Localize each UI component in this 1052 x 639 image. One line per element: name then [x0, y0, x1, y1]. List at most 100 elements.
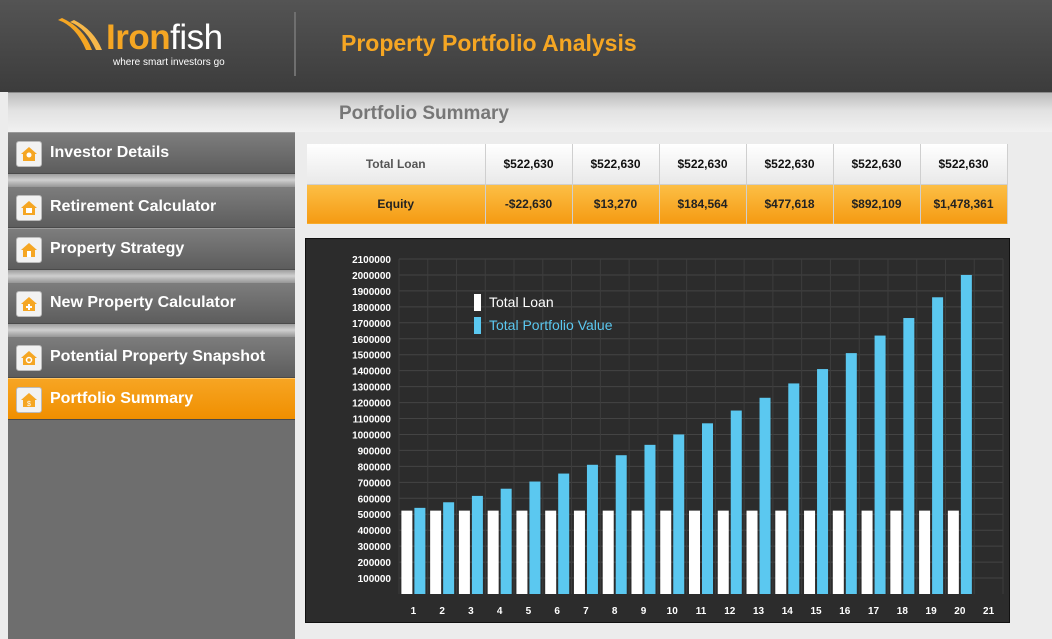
sidebar-divider	[8, 324, 295, 336]
table-cell: $522,630	[485, 144, 573, 185]
table-cell: $477,618	[746, 184, 834, 224]
bar-total-loan	[573, 510, 585, 594]
logo-wings-icon	[58, 18, 102, 50]
sidebar-nav: Investor Details Retirement Calculator P…	[8, 132, 295, 639]
sidebar-item-retirement-calculator[interactable]: Retirement Calculator	[8, 186, 295, 228]
table-cell: $522,630	[920, 144, 1008, 185]
x-tick-label: 12	[724, 606, 736, 617]
bar-total-loan	[746, 510, 758, 594]
y-tick-label: 1000000	[352, 430, 391, 441]
legend-label: Total Portfolio Value	[489, 317, 613, 333]
x-tick-label: 10	[667, 606, 679, 617]
bar-total-loan	[516, 510, 528, 594]
bar-portfolio-value	[817, 369, 829, 594]
main-content: Total Loan $522,630 $522,630 $522,630 $5…	[295, 132, 1052, 639]
x-tick-label: 6	[554, 606, 560, 617]
legend-swatch	[474, 294, 481, 311]
bar-portfolio-value	[874, 335, 886, 594]
bar-total-loan	[947, 510, 959, 594]
person-house-icon	[16, 141, 42, 167]
chart-svg: 100000 200000 300000 400000 500000 600000 7000…	[352, 255, 1004, 617]
bar-total-loan	[689, 510, 700, 594]
bar-portfolio-value	[443, 502, 455, 594]
table-cell: $522,630	[659, 144, 747, 185]
bar-portfolio-value	[702, 423, 713, 594]
house-search-icon	[16, 345, 42, 371]
sidebar-item-label: Retirement Calculator	[50, 198, 217, 215]
y-tick-label: 2100000	[352, 255, 391, 266]
table-cell: $13,270	[572, 184, 660, 224]
x-tick-label: 2	[439, 606, 445, 617]
bar-total-loan	[458, 510, 470, 594]
legend-swatch	[474, 317, 481, 334]
bar-total-loan	[832, 510, 844, 594]
sidebar-item-potential-property-snapshot[interactable]: Potential Property Snapshot	[8, 336, 295, 378]
bar-total-loan	[717, 510, 729, 594]
sidebar-item-new-property-calculator[interactable]: New Property Calculator	[8, 282, 295, 324]
x-tick-label: 11	[696, 606, 707, 617]
x-tick-label: 7	[583, 606, 589, 617]
table-row-total-loan: Total Loan $522,630 $522,630 $522,630 $5…	[307, 144, 1008, 185]
x-tick-label: 17	[868, 606, 880, 617]
sidebar-item-label: Portfolio Summary	[50, 390, 194, 407]
y-tick-label: 1700000	[352, 319, 391, 330]
y-tick-label: 600000	[358, 494, 392, 505]
bar-portfolio-value	[730, 410, 742, 594]
ironfish-logo[interactable]: Ironfish where smart investors go	[56, 14, 246, 70]
sidebar-item-property-strategy[interactable]: Property Strategy	[8, 228, 295, 270]
legend-label: Total Loan	[489, 294, 554, 310]
x-tick-label: 15	[810, 606, 822, 617]
summary-table: Total Loan $522,630 $522,630 $522,630 $5…	[307, 144, 1008, 224]
sidebar-item-label: New Property Calculator	[50, 294, 236, 311]
y-tick-label: 800000	[358, 462, 392, 473]
bar-total-loan	[660, 510, 672, 594]
bar-portfolio-value	[529, 481, 541, 594]
sidebar-item-label: Potential Property Snapshot	[50, 348, 266, 365]
bar-portfolio-value	[759, 397, 771, 594]
x-tick-label: 20	[954, 606, 966, 617]
y-tick-label: 1400000	[352, 367, 391, 378]
table-cell: $892,109	[833, 184, 921, 224]
sidebar-item-investor-details[interactable]: Investor Details	[8, 132, 295, 174]
bar-total-loan	[804, 510, 816, 594]
portfolio-chart: 100000 200000 300000 400000 500000 600000 7000…	[305, 238, 1010, 623]
table-cell: -$22,630	[485, 184, 573, 224]
bar-total-loan	[775, 510, 787, 594]
x-tick-label: 3	[468, 606, 474, 617]
y-tick-label: 200000	[358, 558, 392, 569]
page-title: Portfolio Summary	[339, 103, 509, 124]
row-label: Total Loan	[307, 144, 486, 185]
y-tick-label: 700000	[358, 478, 392, 489]
y-tick-label: 400000	[358, 526, 392, 537]
bar-total-loan	[631, 510, 643, 594]
bar-portfolio-value	[586, 464, 598, 594]
bar-portfolio-value	[845, 353, 857, 594]
bar-total-loan	[919, 510, 931, 594]
bar-total-loan	[890, 510, 902, 594]
house-strategy-icon	[16, 237, 42, 263]
bar-total-loan	[545, 510, 557, 594]
y-tick-label: 1500000	[352, 351, 391, 362]
x-tick-label: 13	[753, 606, 765, 617]
house-calculator-icon	[16, 195, 42, 221]
bar-total-loan	[602, 510, 614, 594]
table-row-equity: Equity -$22,630 $13,270 $184,564 $477,61…	[307, 184, 1008, 224]
bar-total-loan	[401, 510, 413, 594]
row-label: Equity	[307, 184, 486, 224]
y-tick-label: 900000	[358, 446, 392, 457]
bar-portfolio-value	[500, 488, 512, 594]
table-cell: $522,630	[746, 144, 834, 185]
app-header: Ironfish where smart investors go Proper…	[0, 0, 1052, 92]
bar-portfolio-value	[960, 274, 972, 594]
y-tick-label: 500000	[358, 510, 392, 521]
bar-portfolio-value	[615, 455, 627, 594]
y-tick-label: 2000000	[352, 271, 391, 282]
bar-portfolio-value	[673, 434, 685, 594]
x-tick-label: 14	[782, 606, 794, 617]
bar-total-loan	[430, 510, 442, 594]
y-tick-label: 1200000	[352, 399, 391, 410]
sidebar-item-portfolio-summary[interactable]: $ Portfolio Summary	[8, 378, 295, 420]
house-plus-icon	[16, 291, 42, 317]
y-tick-label: 1300000	[352, 383, 391, 394]
